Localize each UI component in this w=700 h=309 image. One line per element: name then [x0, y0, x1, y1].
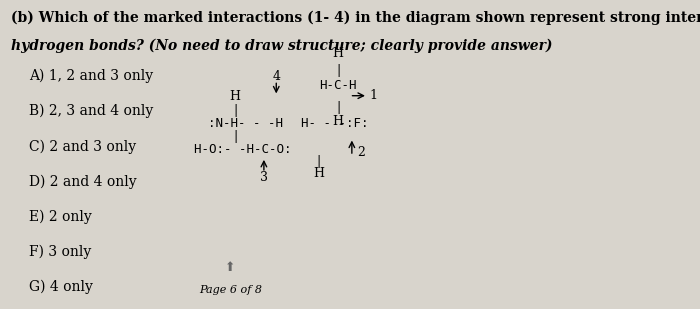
- Text: D) 2 and 4 only: D) 2 and 4 only: [29, 174, 136, 189]
- Text: ⬆: ⬆: [225, 261, 236, 274]
- Text: B) 2, 3 and 4 only: B) 2, 3 and 4 only: [29, 104, 153, 118]
- Text: 3: 3: [260, 171, 268, 184]
- Text: (b) Which of the marked interactions (1- 4) in the diagram shown represent stron: (b) Which of the marked interactions (1-…: [10, 11, 700, 25]
- Text: :N-H- - -H: :N-H- - -H: [207, 117, 283, 130]
- Text: H-C-H: H-C-H: [319, 79, 357, 92]
- Text: 2: 2: [357, 146, 365, 159]
- Text: |: |: [336, 64, 340, 77]
- Text: |: |: [233, 130, 237, 143]
- Text: Page 6 of 8: Page 6 of 8: [199, 286, 262, 295]
- Text: H: H: [332, 115, 344, 128]
- Text: F) 3 only: F) 3 only: [29, 245, 91, 259]
- Text: hydrogen bonds? (No need to draw structure; clearly provide answer): hydrogen bonds? (No need to draw structu…: [10, 38, 552, 53]
- Text: E) 2 only: E) 2 only: [29, 210, 92, 224]
- Text: |: |: [316, 155, 321, 168]
- Text: 1: 1: [370, 89, 378, 102]
- Text: H: H: [230, 90, 241, 103]
- Text: C) 2 and 3 only: C) 2 and 3 only: [29, 139, 136, 154]
- Text: |: |: [336, 100, 340, 113]
- Text: A) 1, 2 and 3 only: A) 1, 2 and 3 only: [29, 69, 153, 83]
- Text: 4: 4: [272, 70, 280, 83]
- Text: G) 4 only: G) 4 only: [29, 280, 93, 294]
- Text: H- - -:F:: H- - -:F:: [302, 117, 369, 130]
- Text: H-O:- -H-C-O:: H-O:- -H-C-O:: [194, 143, 291, 156]
- Text: H: H: [332, 47, 344, 60]
- Text: |: |: [233, 104, 237, 116]
- Text: H: H: [314, 167, 324, 180]
